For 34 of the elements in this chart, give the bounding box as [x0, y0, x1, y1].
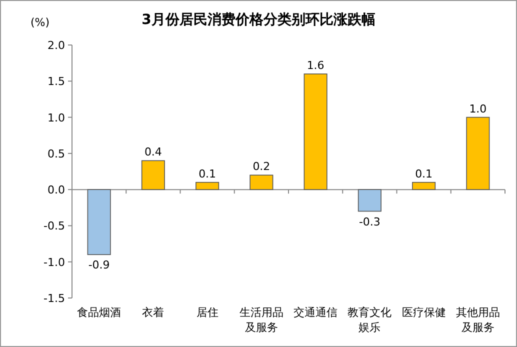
data-label: 0.2 — [252, 160, 270, 174]
data-label: 0.1 — [198, 167, 216, 180]
chart-title: 3月份居民消费价格分类别环比涨跌幅 — [142, 12, 376, 28]
x-tick-label: 居住 — [196, 306, 218, 319]
y-tick-label: -1.5 — [44, 292, 65, 305]
y-tick-label: 2.0 — [48, 39, 65, 52]
data-label: -0.3 — [358, 215, 380, 228]
x-tick-label: 食品烟酒 — [77, 306, 122, 319]
x-tick-label: 交通通信 — [294, 306, 338, 319]
bar — [304, 74, 328, 190]
x-tick-label: 生活用品及服务 — [239, 306, 284, 334]
y-tick-label: -1.0 — [44, 256, 65, 269]
y-tick-label: 0.5 — [48, 147, 65, 160]
data-label: 0.1 — [415, 167, 433, 180]
x-tick-label: 衣着 — [142, 306, 164, 319]
bar — [141, 160, 165, 190]
data-label: -0.9 — [88, 258, 110, 272]
x-tick-label: 医疗保健 — [402, 306, 446, 319]
y-tick-label: 0.0 — [48, 184, 65, 197]
y-tick-label: -0.5 — [44, 220, 65, 233]
bar — [466, 116, 490, 190]
y-tick-label: 1.0 — [48, 111, 65, 124]
y-tick-label: 1.5 — [48, 75, 65, 88]
y-axis-title: (%) — [30, 16, 50, 29]
data-label: 1.0 — [469, 102, 487, 116]
bar — [250, 174, 274, 190]
x-tick-label: 教育文化娱乐 — [348, 306, 392, 334]
data-label: 1.6 — [306, 58, 324, 72]
bar — [412, 182, 436, 190]
bar — [196, 182, 220, 190]
data-label: 0.4 — [144, 146, 162, 159]
bar — [87, 189, 111, 256]
x-tick-label: 其他用品及服务 — [456, 306, 500, 334]
bar — [358, 189, 382, 212]
